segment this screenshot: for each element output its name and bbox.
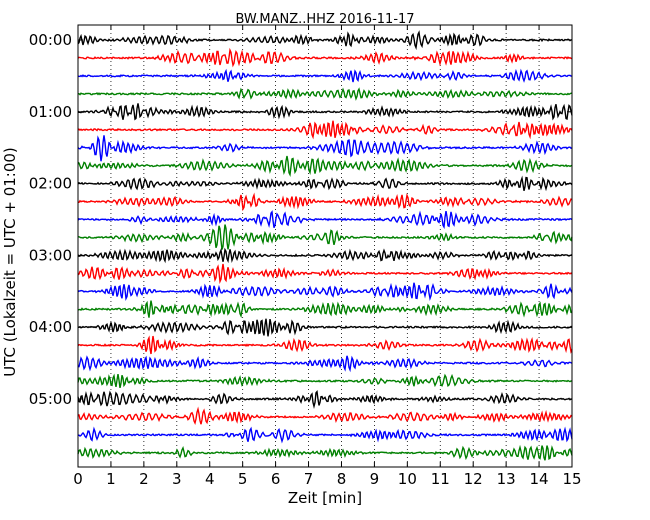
- x-tick-label-11: 11: [431, 470, 450, 488]
- trace-05:15: [77, 406, 573, 425]
- trace-00:45: [77, 87, 573, 101]
- y-tick-label-05:00: 05:00: [29, 390, 72, 408]
- y-tick-label-03:00: 03:00: [29, 246, 72, 264]
- trace-02:30: [77, 210, 573, 230]
- x-tick-label-9: 9: [370, 470, 380, 488]
- trace-00:15: [77, 47, 573, 68]
- x-tick-label-15: 15: [562, 470, 581, 488]
- trace-00:00: [77, 30, 573, 51]
- y-tick-label-01:00: 01:00: [29, 103, 72, 121]
- x-tick-label-8: 8: [337, 470, 347, 488]
- x-tick-label-0: 0: [73, 470, 83, 488]
- y-tick-label-02:00: 02:00: [29, 175, 72, 193]
- x-tick-label-12: 12: [464, 470, 483, 488]
- x-tick-label-13: 13: [497, 470, 516, 488]
- trace-05:00: [77, 390, 573, 410]
- plot-frame: [77, 24, 573, 468]
- y-tick-label-04:00: 04:00: [29, 318, 72, 336]
- trace-00:30: [77, 68, 573, 83]
- trace-05:30: [77, 426, 573, 444]
- y-tick-label-00:00: 00:00: [29, 31, 72, 49]
- trace-04:30: [77, 355, 573, 373]
- x-tick-label-3: 3: [172, 470, 182, 488]
- trace-04:15: [77, 335, 573, 355]
- trace-01:45: [77, 155, 573, 177]
- trace-01:15: [77, 120, 573, 140]
- trace-05:45: [77, 444, 573, 461]
- trace-03:15: [77, 263, 573, 285]
- chart-title: BW.MANZ..HHZ 2016-11-17: [235, 12, 415, 27]
- trace-02:00: [77, 175, 573, 192]
- trace-03:00: [77, 247, 573, 264]
- x-tick-label-7: 7: [304, 470, 314, 488]
- x-tick-label-10: 10: [398, 470, 417, 488]
- trace-01:00: [77, 103, 573, 121]
- trace-04:45: [77, 373, 573, 389]
- y-axis-label: UTC (Lokalzeit = UTC + 01:00): [1, 147, 19, 377]
- x-tick-label-1: 1: [106, 470, 116, 488]
- x-axis-label: Zeit [min]: [287, 489, 363, 507]
- x-tick-label-4: 4: [205, 470, 215, 488]
- trace-03:45: [77, 300, 573, 319]
- x-tick-label-6: 6: [271, 470, 281, 488]
- trace-01:30: [77, 135, 573, 162]
- trace-02:15: [77, 192, 573, 212]
- trace-04:00: [77, 318, 573, 337]
- trace-02:45: [77, 224, 573, 250]
- x-tick-label-14: 14: [530, 470, 549, 488]
- x-tick-label-2: 2: [139, 470, 149, 488]
- x-tick-label-5: 5: [238, 470, 248, 488]
- trace-03:30: [77, 282, 573, 301]
